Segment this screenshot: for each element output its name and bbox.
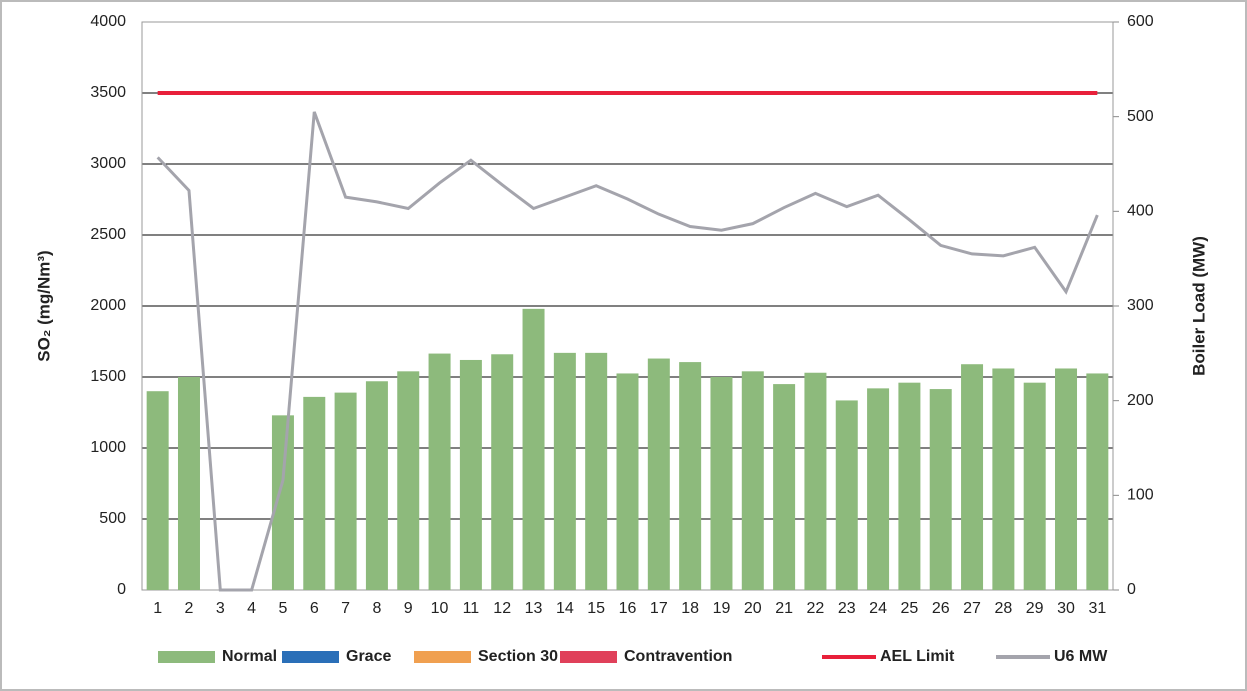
y2-tick-label: 0 (1127, 581, 1136, 598)
legend-swatch (414, 651, 471, 663)
bar (1055, 368, 1078, 590)
x-tick-label: 24 (869, 600, 887, 617)
y-tick-label: 0 (117, 581, 126, 598)
x-tick-label: 4 (247, 600, 256, 617)
y2-tick-label: 300 (1127, 297, 1154, 314)
x-tick-label: 1 (153, 600, 162, 617)
bar (867, 388, 890, 590)
y2-tick-label: 100 (1127, 487, 1154, 504)
x-tick-label: 27 (963, 600, 981, 617)
bar (1023, 382, 1046, 590)
bar (491, 354, 514, 590)
bar (773, 384, 796, 590)
x-tick-label: 22 (807, 600, 825, 617)
bar (616, 373, 639, 590)
x-tick-label: 3 (216, 600, 225, 617)
y2-tick-label: 200 (1127, 392, 1154, 409)
x-tick-label: 2 (185, 600, 194, 617)
bar (961, 364, 984, 590)
bar (271, 415, 294, 590)
bar (146, 391, 169, 590)
x-tick-label: 15 (587, 600, 605, 617)
bar (898, 382, 921, 590)
bar (303, 396, 326, 590)
legend-label: U6 MW (1054, 648, 1108, 665)
bar (647, 358, 670, 590)
x-tick-label: 9 (404, 600, 413, 617)
x-tick-label: 10 (431, 600, 449, 617)
bar (334, 392, 357, 590)
bar (804, 372, 827, 590)
y-tick-label: 2500 (90, 226, 126, 243)
x-tick-label: 5 (278, 600, 287, 617)
legend-swatch (560, 651, 617, 663)
x-tick-label: 12 (493, 600, 511, 617)
x-tick-label: 23 (838, 600, 856, 617)
bar (459, 359, 482, 590)
y-tick-label: 1000 (90, 439, 126, 456)
legend-swatch (158, 651, 215, 663)
y2-tick-label: 400 (1127, 203, 1154, 220)
y-axis-title: SO₂ (mg/Nm³) (34, 250, 53, 361)
y-tick-label: 2000 (90, 297, 126, 314)
x-tick-label: 20 (744, 600, 762, 617)
y2-tick-label: 500 (1127, 108, 1154, 125)
bar (741, 371, 764, 590)
y-tick-label: 3500 (90, 84, 126, 101)
legend-label: Contravention (624, 648, 732, 665)
bar (397, 371, 420, 590)
y-tick-label: 500 (99, 510, 126, 527)
bar (1086, 373, 1109, 590)
x-tick-label: 16 (619, 600, 637, 617)
x-tick-label: 19 (713, 600, 731, 617)
bar (522, 308, 545, 590)
x-tick-label: 26 (932, 600, 950, 617)
x-tick-label: 29 (1026, 600, 1044, 617)
x-tick-label: 28 (994, 600, 1012, 617)
y2-axis-title: Boiler Load (MW) (1189, 236, 1208, 376)
legend-swatch (282, 651, 339, 663)
bar (679, 362, 702, 590)
x-tick-label: 8 (372, 600, 381, 617)
legend-label: Normal (222, 648, 277, 665)
bar (710, 377, 733, 590)
legend-label: Grace (346, 648, 391, 665)
bar (992, 368, 1015, 590)
bar (177, 377, 200, 590)
y2-tick-label: 600 (1127, 13, 1154, 30)
x-tick-label: 25 (901, 600, 919, 617)
x-tick-label: 21 (775, 600, 793, 617)
x-tick-label: 30 (1057, 600, 1075, 617)
y-tick-label: 3000 (90, 155, 126, 172)
bar (929, 389, 952, 590)
y-tick-label: 1500 (90, 368, 126, 385)
x-tick-label: 13 (525, 600, 543, 617)
line (156, 111, 1099, 592)
bar (585, 352, 608, 590)
x-tick-label: 14 (556, 600, 574, 617)
x-tick-label: 31 (1088, 600, 1106, 617)
legend-label: Section 30 (478, 648, 558, 665)
bar (553, 352, 576, 590)
legend-label: AEL Limit (880, 648, 955, 665)
bar (365, 381, 388, 590)
bar (835, 400, 858, 590)
x-tick-label: 11 (463, 600, 480, 617)
bar (428, 353, 451, 590)
x-tick-label: 18 (681, 600, 699, 617)
x-tick-label: 7 (341, 600, 350, 617)
y-tick-label: 4000 (90, 13, 126, 30)
x-tick-label: 17 (650, 600, 668, 617)
x-tick-label: 6 (310, 600, 319, 617)
